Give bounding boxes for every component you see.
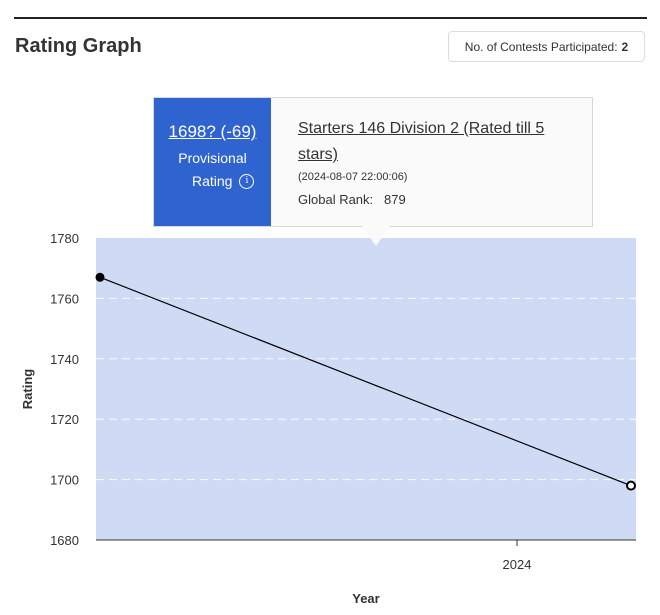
rating-line — [99, 276, 632, 487]
global-rank: Global Rank: 879 — [298, 192, 406, 207]
tooltip-rating-panel: 1698? (-69) Provisional Rating i — [154, 98, 271, 226]
rating-point — [95, 272, 105, 282]
contests-count-badge: No. of Contests Participated: 2 — [448, 31, 645, 62]
x-axis-title: Year — [352, 591, 379, 606]
rating-change-link[interactable]: 1698? (-69) — [168, 122, 257, 141]
plot-area — [96, 238, 636, 540]
y-axis-title: Rating — [20, 369, 35, 410]
rating-status-line2: Rating i — [192, 173, 255, 189]
contest-date: (2024-08-07 22:00:06) — [298, 171, 408, 183]
contests-count: 2 — [621, 39, 629, 54]
y-tick-label: 1680 — [50, 533, 79, 548]
point-tooltip: 1698? (-69) Provisional Rating i Starter… — [153, 97, 593, 227]
y-tick-label: 1740 — [50, 352, 79, 367]
info-icon[interactable]: i — [239, 173, 255, 189]
contest-name-link[interactable]: Starters 146 Division 2 (Rated till 5 st… — [298, 120, 545, 163]
page-title: Rating Graph — [15, 35, 142, 57]
y-tick-label: 1700 — [50, 473, 79, 488]
global-rank-value: 879 — [384, 192, 406, 207]
y-tick-label: 1760 — [50, 291, 79, 306]
rating-status-label: Rating — [192, 173, 233, 189]
top-divider — [14, 17, 647, 19]
y-tick-label: 1780 — [50, 231, 79, 246]
y-tick-label: 1720 — [50, 412, 79, 427]
global-rank-label: Global Rank: — [298, 192, 374, 207]
rating-status-line1: Provisional — [178, 150, 247, 166]
tooltip-pointer — [362, 226, 390, 246]
contests-label: No. of Contests Participated: — [464, 39, 618, 54]
rating-point-selected — [626, 480, 636, 491]
x-tick-label: 2024 — [503, 557, 532, 572]
